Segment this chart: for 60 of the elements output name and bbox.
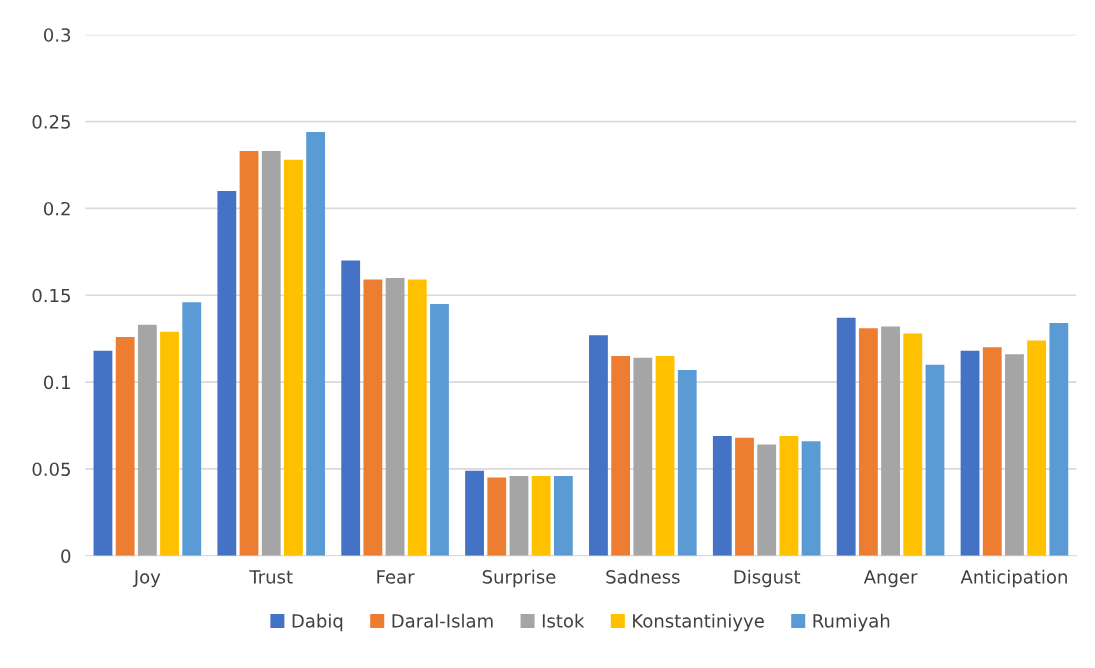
y-tick-label: 0.2 [44, 201, 70, 216]
bar [363, 279, 383, 556]
bar [385, 277, 405, 556]
bar [611, 356, 631, 556]
y-tick-label: 0.25 [32, 115, 70, 129]
bar [239, 151, 259, 556]
bar [430, 303, 449, 556]
x-tick-label: Anger [863, 570, 918, 588]
bar [182, 302, 202, 556]
bar [306, 132, 326, 556]
bar [677, 369, 697, 556]
bar [925, 364, 945, 556]
bar [836, 317, 856, 556]
bar [284, 159, 303, 556]
bar [1049, 323, 1069, 556]
bar [858, 328, 878, 556]
bar [137, 324, 157, 556]
x-tick-label: Anticipation [960, 569, 1067, 588]
bar [655, 356, 675, 556]
bar [712, 435, 732, 556]
bar [801, 441, 821, 556]
bar [735, 437, 754, 556]
bar [779, 435, 799, 556]
x-tick-label: Trust [249, 570, 293, 584]
bar [465, 470, 484, 556]
legend-label: Dabiq [292, 613, 343, 632]
legend-label: Konstantiniyye [633, 613, 764, 632]
x-tick-label: Joy [132, 570, 161, 588]
bar [93, 350, 113, 556]
legend-label: Istok [542, 613, 585, 628]
y-tick-label: 0.3 [44, 28, 71, 42]
legend-label: Daral-Islam [392, 613, 493, 628]
bar [1005, 354, 1024, 556]
y-tick-label: 0 [61, 549, 71, 563]
bar [509, 475, 529, 556]
bar [982, 347, 1002, 556]
bar [589, 335, 608, 556]
bar [487, 477, 507, 556]
bar [881, 326, 900, 556]
bar [633, 357, 653, 556]
legend-label: Rumiyah [813, 613, 890, 632]
bar [757, 444, 777, 556]
bar [217, 191, 237, 556]
bar [1027, 340, 1047, 556]
bar [115, 336, 135, 556]
bar [341, 260, 361, 556]
bar [531, 475, 551, 556]
y-tick-label: 0.1 [44, 375, 70, 390]
x-tick-label: Disgust [734, 569, 801, 588]
y-tick-label: 0.05 [32, 462, 70, 477]
x-tick-label: Fear [377, 570, 415, 584]
x-tick-label: Surprise [482, 569, 556, 588]
x-tick-label: Sadness [606, 569, 680, 584]
bar [553, 475, 573, 556]
bar [960, 350, 980, 556]
bar [407, 279, 427, 556]
bar [160, 331, 179, 556]
bar [261, 151, 281, 556]
bar [903, 333, 923, 556]
y-tick-label: 0.15 [32, 288, 70, 303]
